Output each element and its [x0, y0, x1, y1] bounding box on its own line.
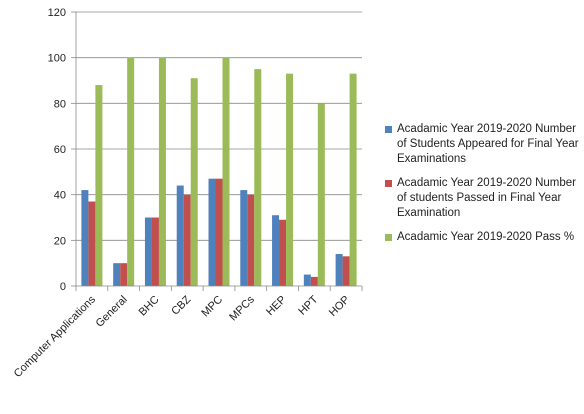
y-tick-label: 60 — [54, 144, 66, 156]
x-tick-label: HPT — [296, 293, 320, 317]
bar-0-2 — [144, 217, 152, 286]
bar-2-4 — [222, 57, 230, 286]
gridlines — [71, 11, 362, 287]
bar-1-5 — [247, 194, 255, 286]
legend-label-pass-percent: Acadamic Year 2019-2020 Pass % — [397, 231, 575, 243]
bar-1-7 — [310, 276, 318, 286]
legend-swatch-appeared — [385, 126, 392, 133]
bar-1-3 — [183, 194, 191, 286]
y-tick-label: 20 — [54, 235, 66, 247]
legend-swatch-passed — [385, 180, 392, 187]
legend-label-passed: Acadamic Year 2019-2020 Number of studen… — [397, 177, 577, 219]
x-tick-label: MPC — [199, 294, 225, 320]
bar-2-8 — [349, 73, 357, 287]
bars — [81, 57, 357, 287]
bar-2-0 — [95, 85, 103, 286]
y-axis-ticks: 0 20 40 60 80 100 120 — [48, 7, 66, 293]
bar-1-1 — [120, 263, 128, 286]
x-tick-label: HOP — [327, 294, 352, 319]
bar-1-2 — [151, 217, 159, 286]
y-tick-label: 0 — [60, 281, 66, 293]
y-tick-label: 120 — [48, 7, 66, 19]
legend-swatch-pass-percent — [385, 234, 392, 241]
bar-0-0 — [81, 190, 89, 286]
bar-0-6 — [272, 215, 280, 286]
y-tick-label: 100 — [48, 53, 66, 65]
x-tick-label: CBZ — [169, 293, 193, 317]
x-tick-label: MPCs — [227, 293, 257, 323]
bar-2-5 — [254, 69, 262, 286]
bar-0-1 — [113, 263, 121, 286]
y-tick-label: 40 — [54, 190, 66, 202]
bar-2-6 — [286, 73, 294, 287]
x-tick-label: Computer Applications — [12, 293, 99, 380]
bar-0-7 — [303, 274, 311, 286]
y-tick-label: 80 — [54, 98, 66, 110]
x-tick-label: HEP — [264, 294, 288, 318]
axes — [75, 12, 362, 287]
bar-1-0 — [88, 201, 96, 286]
x-tick-label: General — [94, 294, 130, 330]
legend-item-pass-percent: Acadamic Year 2019-2020 Pass % — [385, 230, 580, 245]
bar-2-1 — [127, 57, 135, 286]
legend: Acadamic Year 2019-2020 Number of Studen… — [385, 122, 580, 254]
bar-2-7 — [317, 103, 325, 286]
bar-0-3 — [176, 185, 184, 286]
legend-item-appeared: Acadamic Year 2019-2020 Number of Studen… — [385, 122, 580, 167]
bar-0-8 — [335, 254, 343, 286]
x-tick-label: BHC — [137, 294, 162, 319]
bar-0-4 — [208, 178, 216, 286]
bar-1-6 — [279, 219, 287, 286]
legend-item-passed: Acadamic Year 2019-2020 Number of studen… — [385, 176, 580, 221]
legend-label-appeared: Acadamic Year 2019-2020 Number of Studen… — [397, 123, 579, 165]
bar-0-5 — [240, 190, 248, 286]
bar-1-8 — [342, 256, 350, 286]
bar-2-3 — [190, 78, 198, 286]
bar-2-2 — [158, 57, 166, 286]
bar-1-4 — [215, 178, 223, 286]
